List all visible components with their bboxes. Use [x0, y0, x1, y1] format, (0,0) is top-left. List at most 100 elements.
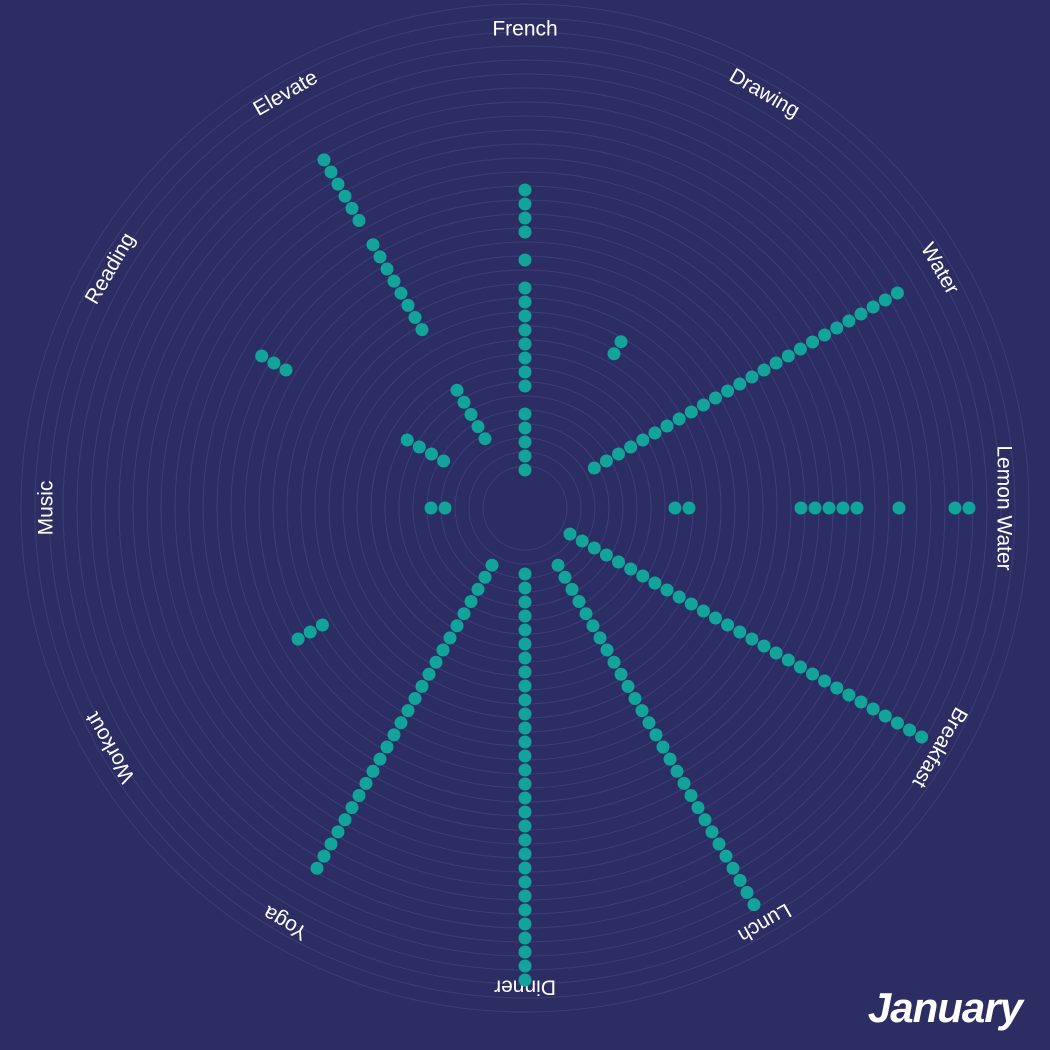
habit-dot [721, 618, 735, 632]
grid-ring [300, 283, 750, 733]
habit-dot [593, 631, 607, 645]
habit-dot [781, 349, 795, 363]
habit-dot [518, 707, 532, 721]
habit-dot [600, 643, 614, 657]
habit-dot [599, 454, 613, 468]
habit-dot [380, 262, 394, 276]
habit-dot [412, 440, 426, 454]
habit-dot [682, 501, 696, 515]
habit-dot [818, 328, 832, 342]
habit-dot [518, 679, 532, 693]
habit-series-lunch [551, 558, 761, 912]
habit-dot [518, 595, 532, 609]
habit-dot [642, 716, 656, 730]
habit-dot [373, 250, 387, 264]
habit-dot [712, 837, 726, 851]
habit-dot [705, 825, 719, 839]
habit-dot [660, 419, 674, 433]
habit-dot [579, 607, 593, 621]
habit-dot [551, 558, 565, 572]
habit-dot [793, 342, 807, 356]
habit-dot [663, 752, 677, 766]
habit-dot [317, 849, 331, 863]
habit-dot [279, 363, 293, 377]
habit-dot [624, 562, 638, 576]
month-label: January [867, 984, 1023, 1031]
habit-dot [518, 651, 532, 665]
habit-dot [672, 412, 686, 426]
habit-label-reading: Reading [81, 229, 140, 308]
habit-dot [518, 861, 532, 875]
habit-dot [587, 461, 601, 475]
habit-dot [424, 501, 438, 515]
habit-dot [668, 501, 682, 515]
habit-dot [345, 801, 359, 815]
habit-dot [324, 837, 338, 851]
habit-dot [518, 379, 532, 393]
habit-dot [518, 889, 532, 903]
habit-dot [518, 365, 532, 379]
habit-dot [709, 391, 722, 405]
habit-series-dinner [518, 567, 532, 987]
habit-dot [878, 293, 892, 307]
habit-dot [291, 632, 305, 646]
habit-dot [850, 501, 864, 515]
habit-dot [781, 653, 795, 667]
habit-dot [518, 931, 532, 945]
habit-dot [586, 619, 600, 633]
habit-series-drawing [607, 335, 628, 361]
habit-dot [317, 153, 331, 167]
grid-rings [20, 3, 1030, 1013]
habit-series-yoga [310, 558, 499, 875]
habit-label-music: Music [35, 481, 58, 536]
habit-dot [401, 298, 415, 312]
habit-dot [614, 667, 628, 681]
habit-dot [878, 709, 892, 723]
habit-dot [677, 776, 691, 790]
habit-dot [558, 570, 572, 584]
grid-ring [440, 423, 610, 593]
habit-dot [769, 356, 783, 370]
habit-dot [518, 295, 532, 309]
habit-dot [518, 665, 532, 679]
habit-dot [830, 681, 844, 695]
habit-dot [464, 595, 478, 608]
habit-dot [892, 501, 906, 515]
habit-dot [518, 749, 532, 763]
habit-dot [684, 597, 698, 611]
habit-dot [518, 819, 532, 833]
habit-dot [745, 632, 759, 646]
habit-dot [518, 225, 532, 239]
habit-dot [338, 189, 352, 203]
habit-dot [331, 825, 345, 839]
grid-ring [482, 465, 568, 551]
habit-dot [400, 433, 414, 447]
habit-dot [518, 973, 532, 987]
habit-dot [394, 716, 408, 730]
habit-dot [806, 335, 819, 349]
habit-dot [464, 408, 478, 421]
habit-dot [518, 351, 532, 365]
habit-dot [830, 321, 844, 335]
habit-dot [575, 534, 589, 548]
habit-dot [415, 323, 429, 337]
habit-dot [408, 311, 422, 324]
habit-dot [612, 447, 625, 461]
habit-dot [818, 674, 832, 688]
habit-series-breakfast [563, 527, 929, 744]
habit-dot [607, 347, 621, 361]
habit-dot [733, 377, 747, 391]
habit-dot [518, 197, 532, 211]
habit-dot [842, 688, 856, 702]
habit-series-workout [291, 618, 329, 646]
habit-dot [733, 625, 747, 639]
habit-dot [518, 763, 532, 777]
habit-dot [331, 177, 345, 191]
habit-dot [518, 253, 532, 267]
habit-dot [518, 581, 532, 595]
habit-dot [310, 861, 324, 875]
habit-dot [255, 349, 269, 363]
habit-dot [648, 576, 662, 590]
habit-label-workout: Workout [81, 708, 140, 787]
